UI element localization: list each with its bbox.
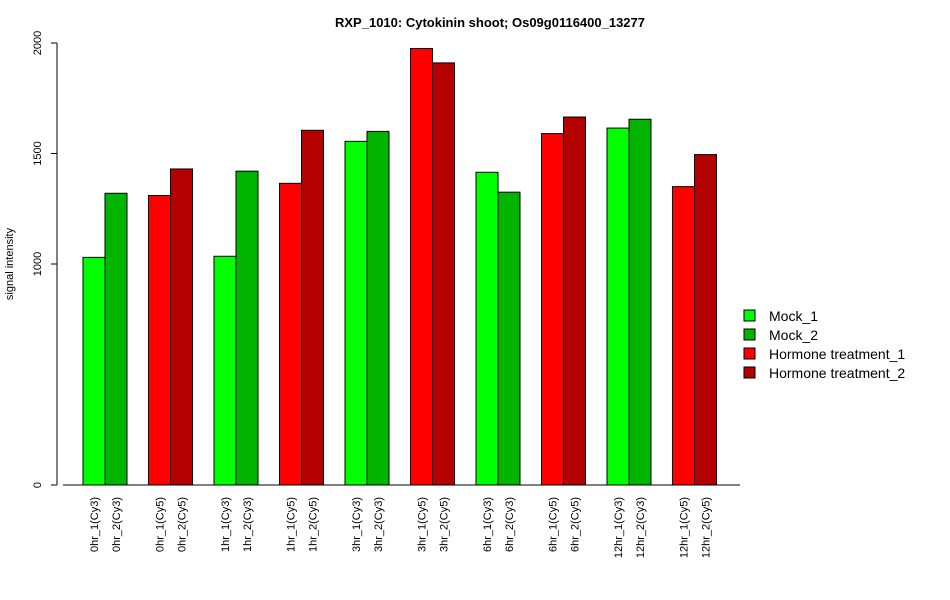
bar-1hr_2(Cy3) [235, 170, 259, 486]
x-tick-label: 6hr_1(Cy3) [482, 497, 494, 552]
x-tick-label: 3hr_1(Cy3) [351, 497, 363, 552]
y-tick-label: 2000 [32, 31, 44, 55]
x-tick-label: 1hr_1(Cy5) [286, 497, 298, 552]
x-tick-label: 6hr_2(Cy3) [504, 497, 516, 552]
x-tick-label: 6hr_2(Cy5) [570, 497, 582, 552]
bar-12hr_2(Cy5) [694, 154, 717, 486]
legend-label: Hormone treatment_1 [769, 346, 905, 362]
x-tick-label: 12hr_1(Cy5) [679, 497, 691, 558]
x-tick-labels: 0hr_1(Cy3) 0hr_2(Cy3) 0hr_1(Cy5) 0hr_2(Cy5)… [89, 497, 713, 558]
x-tick-label: 12hr_1(Cy3) [613, 497, 625, 558]
x-tick-label: 1hr_2(Cy5) [308, 497, 320, 552]
legend-label: Mock_1 [769, 308, 818, 324]
bar-6hr_2(Cy5) [563, 116, 586, 486]
y-tick-label: 0 [32, 482, 44, 488]
bar-12hr_1(Cy5) [672, 186, 695, 486]
x-tick-label: 0hr_2(Cy5) [177, 497, 189, 552]
legend-label: Mock_2 [769, 327, 818, 343]
bar-12hr_2(Cy3) [628, 118, 652, 486]
bar-3hr_1(Cy3) [344, 140, 368, 486]
bar-1hr_2(Cy5) [301, 129, 324, 486]
bar-3hr_1(Cy5) [410, 48, 433, 486]
x-tick-label: 0hr_2(Cy3) [111, 497, 123, 552]
legend-swatch [743, 309, 756, 322]
x-tick-label: 6hr_1(Cy5) [548, 497, 560, 552]
bar-0hr_1(Cy5) [148, 194, 171, 486]
x-tick-label: 3hr_1(Cy5) [417, 497, 429, 552]
legend-swatch [743, 328, 756, 341]
bar-0hr_2(Cy3) [104, 192, 128, 486]
x-tick-label: 3hr_2(Cy3) [373, 497, 385, 552]
x-tick-label: 3hr_2(Cy5) [439, 497, 451, 552]
bar-1hr_1(Cy5) [279, 182, 302, 486]
bar-0hr_2(Cy5) [170, 168, 193, 486]
y-tick-label: 1000 [32, 252, 44, 276]
legend-swatch [743, 366, 756, 379]
bar-3hr_2(Cy3) [366, 130, 390, 486]
bar-12hr_1(Cy3) [606, 127, 630, 486]
bar-6hr_1(Cy3) [475, 171, 499, 486]
x-tick-label: 12hr_2(Cy3) [635, 497, 647, 558]
x-tick-label: 0hr_1(Cy5) [155, 497, 167, 552]
bar-6hr_2(Cy3) [497, 191, 521, 486]
chart-title: RXP_1010: Cytokinin shoot; Os09g0116400_… [335, 15, 645, 30]
legend: Mock_1 Mock_2 Hormone treatment_1 Hormone t… [743, 308, 905, 381]
y-axis: 0 1000 1500 2000 [32, 31, 58, 488]
legend-label: Hormone treatment_2 [769, 365, 905, 381]
x-tick-label: 1hr_1(Cy3) [220, 497, 232, 552]
bar-6hr_1(Cy5) [541, 133, 564, 486]
bar-0hr_1(Cy3) [82, 256, 106, 486]
y-axis-label: signal intensity [4, 227, 16, 300]
x-tick-label: 0hr_1(Cy3) [89, 497, 101, 552]
bar-3hr_2(Cy5) [432, 62, 455, 486]
legend-swatch [743, 347, 756, 360]
y-tick-label: 1500 [32, 141, 44, 165]
x-tick-label: 1hr_2(Cy3) [242, 497, 254, 552]
bar-1hr_1(Cy3) [213, 255, 237, 486]
bars [82, 48, 717, 486]
x-tick-label: 12hr_2(Cy5) [701, 497, 713, 558]
